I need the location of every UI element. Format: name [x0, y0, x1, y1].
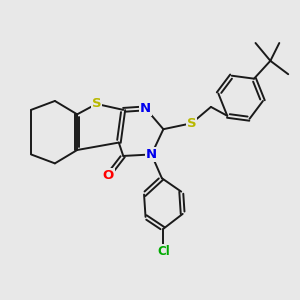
Text: S: S	[187, 117, 196, 130]
Text: N: N	[146, 148, 157, 161]
Text: N: N	[140, 102, 151, 115]
Text: Cl: Cl	[157, 244, 170, 258]
Text: O: O	[103, 169, 114, 182]
Text: S: S	[92, 98, 101, 110]
